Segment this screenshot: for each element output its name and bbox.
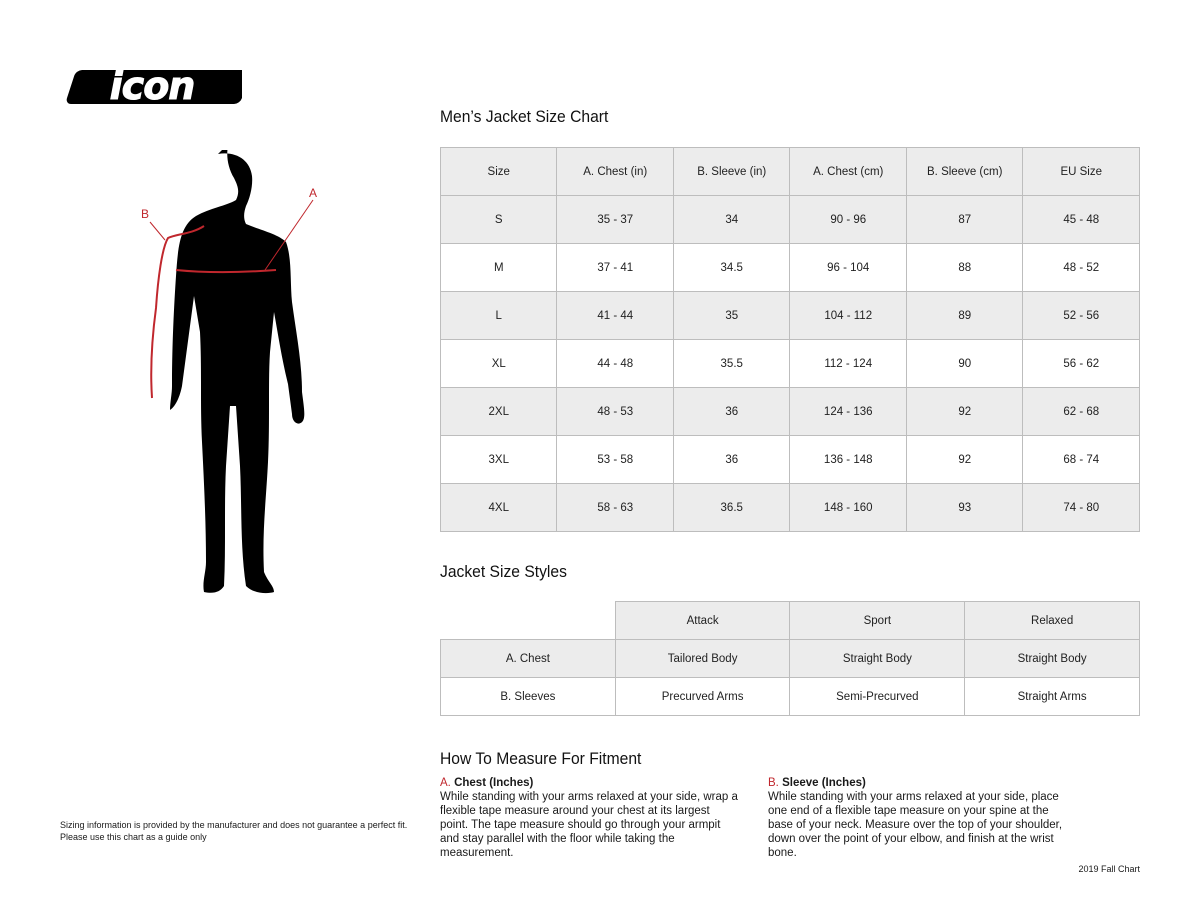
header-cell: EU Size	[1022, 147, 1140, 196]
table-cell: Tailored Body	[614, 639, 791, 678]
label-b: B	[141, 207, 150, 221]
sleeve-instructions: B. Sleeve (Inches) While standing with y…	[768, 776, 1088, 860]
chest-heading: Chest (Inches)	[454, 777, 534, 789]
table-cell: 48 - 53	[556, 387, 674, 436]
header-cell: Attack	[614, 601, 791, 640]
header-cell: Size	[439, 147, 558, 196]
table-cell: S	[439, 195, 558, 244]
table-cell: 52 - 56	[1022, 291, 1140, 340]
body-figure	[130, 130, 330, 630]
table-cell: 56 - 62	[1022, 339, 1140, 388]
table-cell: 35.5	[672, 339, 791, 388]
table-cell: 2XL	[439, 387, 558, 436]
table-cell: 104 - 112	[789, 291, 907, 340]
sleeve-text: While standing with your arms relaxed at…	[768, 791, 1063, 859]
table-cell: Straight Body	[789, 639, 966, 678]
table-cell: 74 - 80	[1022, 483, 1140, 532]
header-cell: B. Sleeve (in)	[672, 147, 791, 196]
header-cell: A. Chest (in)	[556, 147, 674, 196]
table-row: XL 44 - 48 35.5 112 - 124 90 56 - 62	[439, 339, 1140, 388]
table-header-row: Size A. Chest (in) B. Sleeve (in) A. Che…	[439, 147, 1140, 196]
header-cell: Relaxed	[964, 601, 1140, 640]
table-cell: 148 - 160	[789, 483, 907, 532]
table-cell: Straight Arms	[964, 677, 1140, 716]
styles-title: Jacket Size Styles	[440, 562, 567, 581]
table-cell: Precurved Arms	[614, 677, 791, 716]
table-cell: 53 - 58	[556, 435, 674, 484]
table-cell: 124 - 136	[789, 387, 907, 436]
table-cell: A. Chest	[440, 639, 616, 678]
size-chart-table: Size A. Chest (in) B. Sleeve (in) A. Che…	[439, 147, 1140, 532]
styles-table: Attack Sport Relaxed A. Chest Tailored Bo…	[440, 601, 1140, 716]
table-row: L 41 - 44 35 104 - 112 89 52 - 56	[439, 291, 1140, 340]
table-row: S 35 - 37 34 90 - 96 87 45 - 48	[439, 195, 1140, 244]
table-cell: 90 - 96	[789, 195, 907, 244]
table-cell: 93	[905, 483, 1024, 532]
table-cell: 88	[905, 243, 1024, 292]
table-cell: 34	[672, 195, 791, 244]
sleeve-heading: Sleeve (Inches)	[782, 777, 866, 789]
table-cell: 48 - 52	[1022, 243, 1140, 292]
table-header-row: Attack Sport Relaxed	[440, 601, 1140, 640]
disclaimer: Sizing information is provided by the ma…	[60, 819, 407, 843]
chest-letter: A.	[440, 777, 451, 789]
table-cell: Semi-Precurved	[789, 677, 966, 716]
table-row: 2XL 48 - 53 36 124 - 136 92 62 - 68	[439, 387, 1140, 436]
table-cell: 36	[672, 387, 791, 436]
table-cell: 62 - 68	[1022, 387, 1140, 436]
icon-logo: icon	[60, 58, 250, 109]
chest-instructions: A. Chest (Inches) While standing with yo…	[440, 776, 760, 860]
table-row: A. Chest Tailored Body Straight Body Straig…	[440, 639, 1140, 678]
chest-text: While standing with your arms relaxed at…	[440, 791, 738, 859]
table-cell: Straight Body	[964, 639, 1140, 678]
table-cell: 112 - 124	[789, 339, 907, 388]
table-cell: 136 - 148	[789, 435, 907, 484]
edition-label: 2019 Fall Chart	[1078, 864, 1140, 874]
header-cell-empty	[440, 601, 616, 640]
header-cell: B. Sleeve (cm)	[905, 147, 1024, 196]
table-cell: 34.5	[672, 243, 791, 292]
sleeve-letter: B.	[768, 777, 779, 789]
table-cell: 87	[905, 195, 1024, 244]
table-cell: 35	[672, 291, 791, 340]
measure-title: How To Measure For Fitment	[440, 749, 642, 768]
table-cell: XL	[439, 339, 558, 388]
table-cell: 89	[905, 291, 1024, 340]
table-cell: M	[439, 243, 558, 292]
table-cell: 96 - 104	[789, 243, 907, 292]
label-a: A	[309, 186, 318, 200]
table-cell: B. Sleeves	[440, 677, 616, 716]
table-row: 3XL 53 - 58 36 136 - 148 92 68 - 74	[439, 435, 1140, 484]
table-row: 4XL 58 - 63 36.5 148 - 160 93 74 - 80	[439, 483, 1140, 532]
table-cell: 92	[905, 435, 1024, 484]
table-cell: 68 - 74	[1022, 435, 1140, 484]
table-cell: 36.5	[672, 483, 791, 532]
header-cell: A. Chest (cm)	[789, 147, 907, 196]
logo-text: icon	[110, 64, 195, 106]
table-cell: 45 - 48	[1022, 195, 1140, 244]
table-cell: 36	[672, 435, 791, 484]
table-cell: 92	[905, 387, 1024, 436]
disclaimer-line-1: Sizing information is provided by the ma…	[60, 820, 408, 830]
table-cell: 35 - 37	[556, 195, 674, 244]
disclaimer-line-2: Please use this chart as a guide only	[60, 832, 207, 842]
table-cell: L	[439, 291, 558, 340]
table-cell: 41 - 44	[556, 291, 674, 340]
table-row: B. Sleeves Precurved Arms Semi-Precurved St…	[440, 677, 1140, 716]
table-cell: 90	[905, 339, 1024, 388]
table-row: M 37 - 41 34.5 96 - 104 88 48 - 52	[439, 243, 1140, 292]
table-cell: 44 - 48	[556, 339, 674, 388]
table-cell: 4XL	[439, 483, 558, 532]
table-cell: 3XL	[439, 435, 558, 484]
table-cell: 37 - 41	[556, 243, 674, 292]
header-cell: Sport	[789, 601, 966, 640]
table-cell: 58 - 63	[556, 483, 674, 532]
size-chart-title: Men’s Jacket Size Chart	[440, 107, 609, 126]
